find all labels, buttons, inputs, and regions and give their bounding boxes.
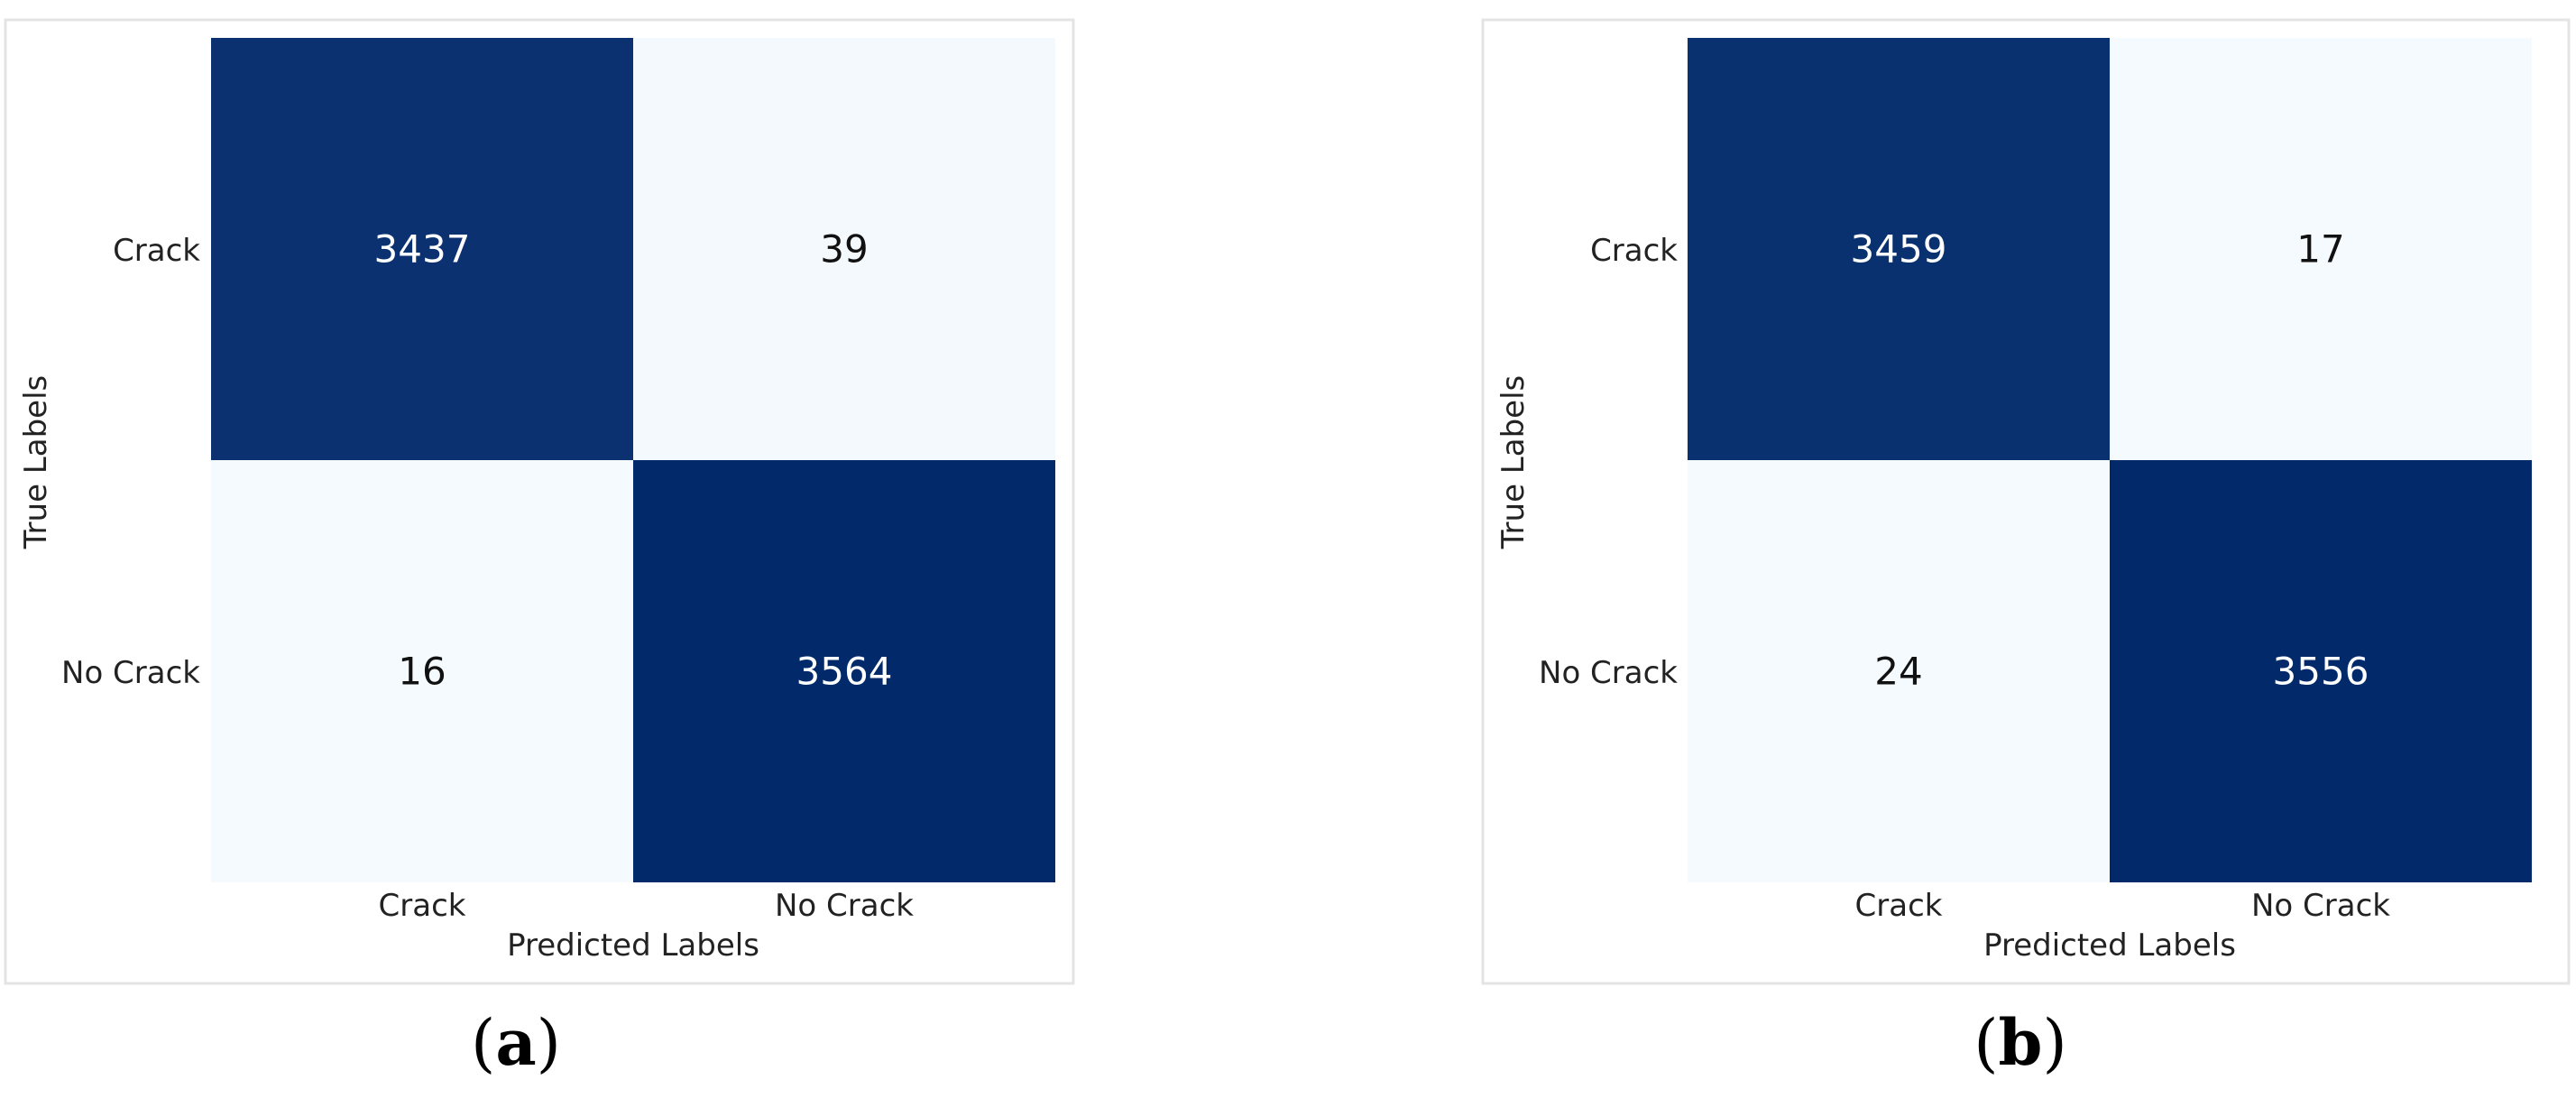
panel-b-y-tick-crack: Crack bbox=[1590, 233, 1678, 269]
panel-a-cell-r1-c1 bbox=[633, 460, 1055, 882]
panel-a-caption-close: ) bbox=[537, 1006, 561, 1080]
panel-a-y-tick-no-crack: No Crack bbox=[61, 655, 200, 691]
panel-a-caption: (a) bbox=[471, 1005, 561, 1080]
panel-a-x-tick-no-crack: No Crack bbox=[775, 888, 914, 924]
panel-a-x-tick-crack: Crack bbox=[379, 888, 466, 924]
panel-a-cell-value-r1-c1: 3564 bbox=[796, 650, 893, 694]
panel-b-cell-value-r0-c1: 17 bbox=[2296, 227, 2344, 272]
panel-a-frame bbox=[4, 18, 1075, 985]
panel-a-cell-r1-c0 bbox=[211, 460, 633, 882]
panel-a-x-axis-label: Predicted Labels bbox=[507, 927, 759, 964]
panel-b-frame bbox=[1481, 18, 2571, 985]
panel-b-cells: 3459 17 24 3556 bbox=[1688, 38, 2532, 882]
panel-a-cells: 3437 39 16 3564 bbox=[211, 38, 1055, 882]
panel-a-caption-open: ( bbox=[471, 1006, 495, 1080]
panel-b-cell-r1-c0 bbox=[1688, 460, 2110, 882]
panel-b-caption-open: ( bbox=[1973, 1006, 1998, 1080]
panel-b-caption-close: ) bbox=[2042, 1006, 2066, 1080]
panel-a-cell-r0-c0 bbox=[211, 38, 633, 460]
panel-a-y-tick-crack: Crack bbox=[113, 233, 200, 269]
panel-b-caption: (b) bbox=[1973, 1005, 2067, 1080]
panel-b-cell-r0-c1 bbox=[2110, 38, 2532, 460]
panel-a-cell-value-r1-c0: 16 bbox=[398, 650, 446, 694]
panel-a-caption-letter: a bbox=[495, 1005, 536, 1080]
panel-b-y-tick-no-crack: No Crack bbox=[1539, 655, 1678, 691]
panel-a: 3437 39 16 3564 Crack No Crack Crack No Cra… bbox=[4, 18, 1075, 1080]
panel-b-y-axis-label: True Labels bbox=[1495, 375, 1532, 549]
panel-b-cell-r0-c0 bbox=[1688, 38, 2110, 460]
panel-a-cell-value-r0-c0: 3437 bbox=[374, 227, 471, 272]
panel-a-y-axis-label: True Labels bbox=[18, 375, 54, 549]
panel-b-cell-value-r1-c1: 3556 bbox=[2273, 650, 2369, 694]
panel-b-cell-value-r0-c0: 3459 bbox=[1851, 227, 1947, 272]
panel-b-x-tick-no-crack: No Crack bbox=[2251, 888, 2390, 924]
panel-b-cell-value-r1-c0: 24 bbox=[1874, 650, 1922, 694]
panel-b-x-axis-label: Predicted Labels bbox=[1983, 927, 2236, 964]
panel-a-cell-value-r0-c1: 39 bbox=[820, 227, 868, 272]
panel-b-caption-letter: b bbox=[1999, 1005, 2043, 1080]
panel-b-x-tick-crack: Crack bbox=[1855, 888, 1943, 924]
panel-b-cell-r1-c1 bbox=[2110, 460, 2532, 882]
panel-a-cell-r0-c1 bbox=[633, 38, 1055, 460]
panel-b: 3459 17 24 3556 Crack No Crack Crack No Cra… bbox=[1481, 18, 2571, 1080]
